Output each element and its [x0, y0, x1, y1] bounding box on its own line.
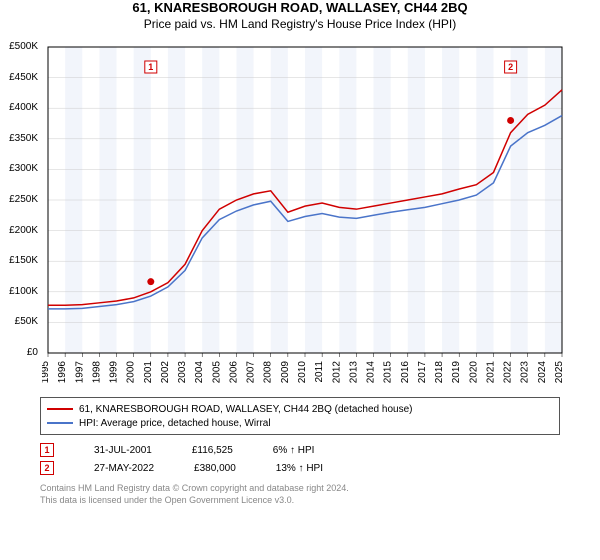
sale-date: 31-JUL-2001 [94, 445, 152, 456]
y-axis-label: £500K [2, 41, 38, 52]
y-axis-label: £0 [2, 347, 38, 358]
svg-text:1996: 1996 [57, 361, 68, 384]
y-axis-label: £50K [2, 316, 38, 327]
chart-title-line2: Price paid vs. HM Land Registry's House … [0, 17, 600, 31]
legend-text: HPI: Average price, detached house, Wirr… [79, 418, 271, 429]
svg-text:2022: 2022 [503, 361, 514, 384]
svg-text:2015: 2015 [383, 361, 394, 384]
svg-text:2011: 2011 [314, 361, 325, 383]
svg-text:2021: 2021 [485, 361, 496, 384]
legend-item: HPI: Average price, detached house, Wirr… [47, 416, 553, 430]
legend-swatch [47, 408, 73, 410]
svg-text:2013: 2013 [348, 361, 359, 384]
svg-text:2024: 2024 [537, 361, 548, 384]
svg-text:2023: 2023 [520, 361, 531, 384]
svg-text:2003: 2003 [177, 361, 188, 384]
footer-attribution: Contains HM Land Registry data © Crown c… [40, 483, 560, 506]
y-axis-label: £400K [2, 102, 38, 113]
svg-text:1999: 1999 [109, 361, 120, 384]
chart-area: £0£50K£100K£150K£200K£250K£300K£350K£400… [42, 41, 600, 391]
svg-text:2017: 2017 [417, 361, 428, 384]
sale-row: 1 31-JUL-2001 £116,525 6% ↑ HPI [40, 441, 560, 459]
svg-text:2014: 2014 [366, 361, 377, 384]
y-axis-label: £450K [2, 72, 38, 83]
svg-text:2020: 2020 [468, 361, 479, 384]
legend-swatch [47, 422, 73, 424]
svg-text:2006: 2006 [228, 361, 239, 384]
y-axis-label: £100K [2, 286, 38, 297]
svg-text:2002: 2002 [160, 361, 171, 384]
svg-text:2007: 2007 [246, 361, 257, 384]
svg-text:2018: 2018 [434, 361, 445, 384]
footer-line1: Contains HM Land Registry data © Crown c… [40, 483, 560, 495]
svg-text:2: 2 [508, 62, 513, 72]
sale-price: £116,525 [192, 445, 233, 456]
y-axis-label: £250K [2, 194, 38, 205]
sale-price: £380,000 [194, 463, 236, 474]
y-axis-label: £150K [2, 255, 38, 266]
svg-text:2004: 2004 [194, 361, 205, 384]
svg-text:2025: 2025 [554, 361, 565, 384]
svg-text:1995: 1995 [42, 361, 51, 384]
y-axis-label: £350K [2, 133, 38, 144]
svg-text:2001: 2001 [143, 361, 154, 384]
sale-marker-icon: 2 [40, 461, 54, 475]
svg-text:1: 1 [148, 62, 153, 72]
legend-text: 61, KNARESBOROUGH ROAD, WALLASEY, CH44 2… [79, 404, 412, 415]
sale-marker-icon: 1 [40, 443, 54, 457]
sale-pct: 13% ↑ HPI [276, 463, 323, 474]
footer-line2: This data is licensed under the Open Gov… [40, 495, 560, 507]
sale-row: 2 27-MAY-2022 £380,000 13% ↑ HPI [40, 459, 560, 477]
svg-text:1997: 1997 [74, 361, 85, 384]
svg-text:2016: 2016 [400, 361, 411, 384]
chart-title-line1: 61, KNARESBOROUGH ROAD, WALLASEY, CH44 2… [0, 0, 600, 15]
svg-text:2008: 2008 [263, 361, 274, 384]
sales-table: 1 31-JUL-2001 £116,525 6% ↑ HPI 2 27-MAY… [40, 441, 560, 477]
svg-text:2005: 2005 [211, 361, 222, 384]
sale-date: 27-MAY-2022 [94, 463, 154, 474]
legend-item: 61, KNARESBOROUGH ROAD, WALLASEY, CH44 2… [47, 402, 553, 416]
y-axis-label: £300K [2, 163, 38, 174]
svg-text:1998: 1998 [91, 361, 102, 384]
sale-pct: 6% ↑ HPI [273, 445, 315, 456]
line-chart: £0£50K£100K£150K£200K£250K£300K£350K£400… [42, 41, 572, 391]
svg-text:2019: 2019 [451, 361, 462, 384]
svg-text:2010: 2010 [297, 361, 308, 384]
y-axis-label: £200K [2, 225, 38, 236]
svg-text:2009: 2009 [280, 361, 291, 384]
legend: 61, KNARESBOROUGH ROAD, WALLASEY, CH44 2… [40, 397, 560, 435]
svg-text:2000: 2000 [126, 361, 137, 384]
svg-text:2012: 2012 [331, 361, 342, 384]
